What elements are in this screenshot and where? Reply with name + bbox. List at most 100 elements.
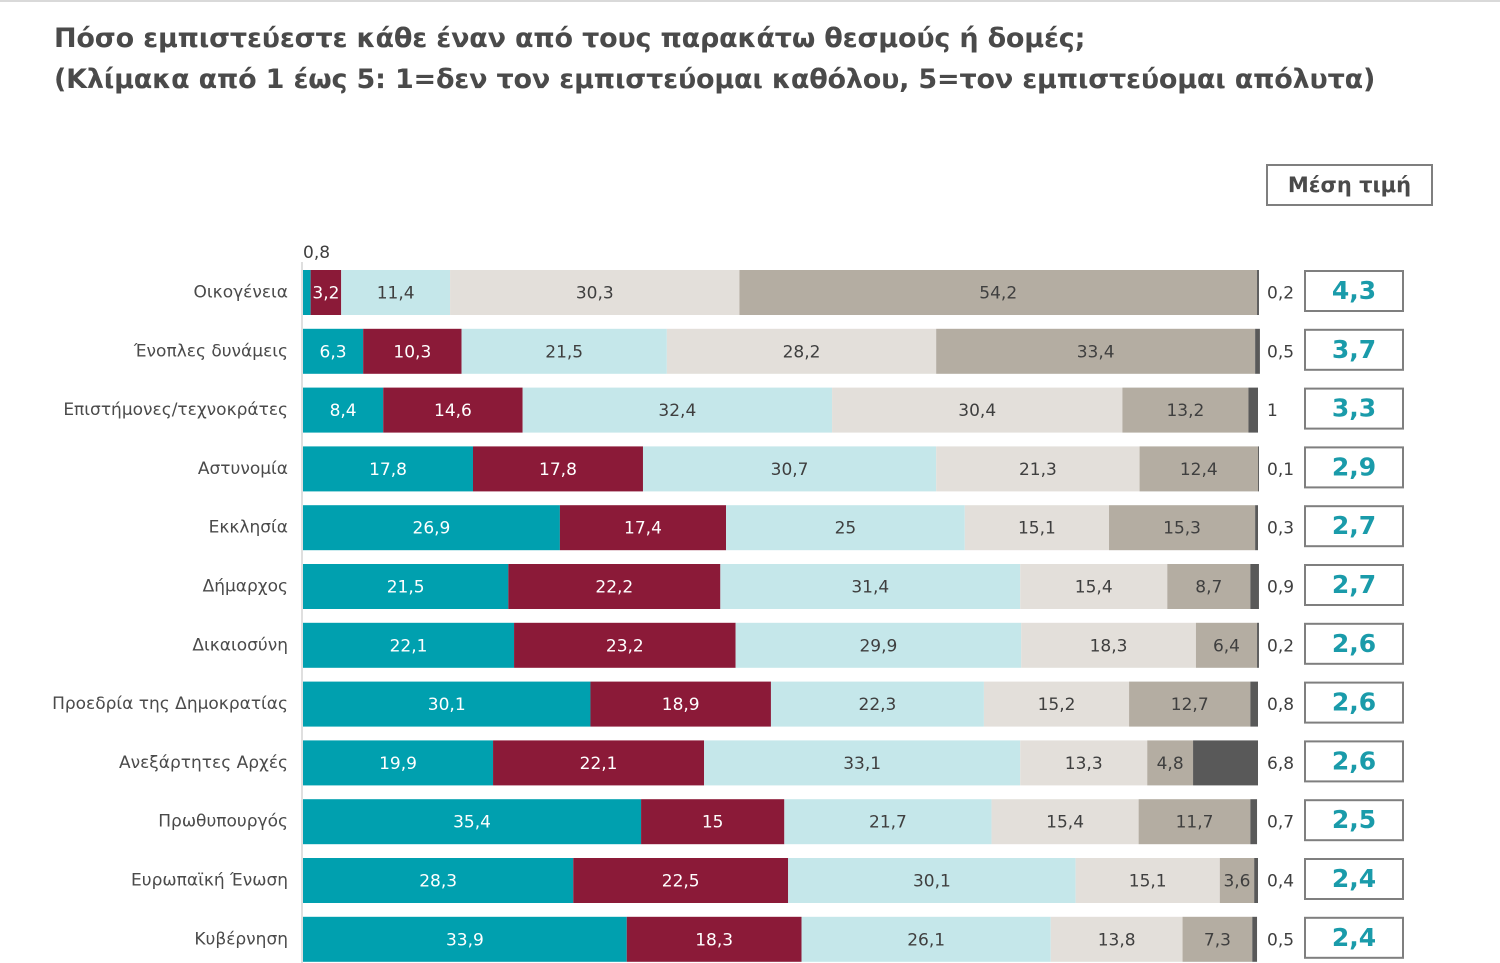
no-answer-label: 1 <box>1267 401 1278 421</box>
bar-segment-6 <box>1250 681 1258 727</box>
bar-segment-5 <box>936 328 1256 374</box>
bar-segment-4 <box>1020 740 1148 786</box>
bar-segment-6 <box>1258 446 1259 492</box>
mean-value: 4,3 <box>1332 276 1376 305</box>
bar-segment-3 <box>341 270 451 315</box>
data-label: 12,4 <box>1180 460 1218 480</box>
bar-segment-3 <box>642 446 937 492</box>
bar-segment-5 <box>1182 916 1253 962</box>
bar-segment-2 <box>514 622 736 668</box>
bar-segment-4 <box>1075 858 1220 903</box>
category-label: Κυβέρνηση <box>194 929 288 949</box>
data-label: 28,3 <box>419 872 457 892</box>
bar-segment-2 <box>508 564 721 609</box>
data-label: 13,3 <box>1065 754 1103 774</box>
bar-segment-3 <box>704 740 1021 786</box>
bar-segment-4 <box>1021 622 1196 668</box>
bar-segment-4 <box>666 328 937 374</box>
data-label: 15,1 <box>1129 872 1167 892</box>
no-answer-label: 6,8 <box>1267 754 1294 774</box>
data-label: 11,7 <box>1176 813 1214 833</box>
chart-title-line-2: (Κλίμακα από 1 έως 5: 1=δεν τον εμπιστεύ… <box>54 64 1376 95</box>
mean-value: 2,6 <box>1332 746 1376 775</box>
no-answer-label: 0,5 <box>1267 342 1294 362</box>
mean-value-box <box>1304 799 1404 842</box>
bar-segment-3 <box>735 622 1022 668</box>
bar-segment-1 <box>303 916 627 962</box>
bar-segment-2 <box>310 270 342 315</box>
data-label: 19,9 <box>379 754 417 774</box>
bar-segment-5 <box>1122 387 1249 433</box>
data-label: 26,1 <box>907 930 945 950</box>
data-label: 18,3 <box>1090 636 1128 656</box>
data-label: 17,8 <box>539 460 577 480</box>
data-label: 15 <box>702 813 724 833</box>
bar-segment-2 <box>363 328 462 374</box>
data-label: 15,4 <box>1075 578 1113 598</box>
data-label: 8,7 <box>1195 578 1222 598</box>
data-label: 8,4 <box>330 401 357 421</box>
data-label: 28,2 <box>783 342 821 362</box>
data-label: 15,4 <box>1046 813 1084 833</box>
mean-value-box <box>1304 328 1404 371</box>
data-label: 11,4 <box>377 284 415 304</box>
data-label: 0,8 <box>303 243 330 263</box>
bar-segment-4 <box>832 387 1123 433</box>
data-label: 13,8 <box>1098 930 1136 950</box>
bar-segment-2 <box>383 387 523 433</box>
data-label: 30,1 <box>913 872 951 892</box>
data-label: 15,3 <box>1163 519 1201 539</box>
bar-segment-5 <box>739 270 1258 315</box>
bar-segment-5 <box>1167 564 1251 609</box>
data-label: 30,7 <box>771 460 809 480</box>
bar-segment-5 <box>1138 799 1251 845</box>
data-label: 3,6 <box>1223 872 1250 892</box>
data-label: 21,5 <box>545 342 583 362</box>
top-divider <box>0 0 1500 2</box>
data-label: 7,3 <box>1204 930 1231 950</box>
bar-segment-3 <box>726 505 965 551</box>
bar-segment-5 <box>1147 740 1194 786</box>
bar-segment-4 <box>450 270 740 315</box>
data-label: 14,6 <box>434 401 472 421</box>
no-answer-label: 0,2 <box>1267 636 1294 656</box>
mean-value-box <box>1304 505 1404 548</box>
bar-segment-2 <box>641 799 785 845</box>
bar-segment-6 <box>1248 387 1258 433</box>
data-label: 30,1 <box>428 695 466 715</box>
bar-segment-4 <box>936 446 1140 492</box>
no-answer-label: 0,2 <box>1267 284 1294 304</box>
bar-segment-6 <box>1257 270 1259 315</box>
data-label: 21,5 <box>387 578 425 598</box>
mean-column-header: Μέση τιμή <box>1266 164 1433 206</box>
bar-segment-5 <box>1195 622 1258 668</box>
bar-segment-3 <box>770 681 984 727</box>
mean-value-box <box>1304 446 1404 489</box>
bar-segment-6 <box>1255 505 1258 551</box>
no-answer-label: 0,4 <box>1267 872 1294 892</box>
data-label: 22,3 <box>859 695 897 715</box>
data-label: 33,1 <box>843 754 881 774</box>
data-label: 22,2 <box>595 578 633 598</box>
data-label: 15,2 <box>1038 695 1076 715</box>
bar-segment-1 <box>303 270 311 315</box>
data-label: 26,9 <box>413 519 451 539</box>
data-label: 4,8 <box>1157 754 1184 774</box>
data-label: 6,3 <box>320 342 347 362</box>
category-label: Ένοπλες δυνάμεις <box>133 341 288 361</box>
data-label: 3,2 <box>312 284 339 304</box>
bar-segment-2 <box>472 446 643 492</box>
bar-segment-6 <box>1193 740 1258 786</box>
data-label: 18,9 <box>662 695 700 715</box>
data-label: 22,5 <box>662 872 700 892</box>
data-label: 13,2 <box>1166 401 1204 421</box>
bar-segment-3 <box>461 328 667 374</box>
bar-segment-2 <box>493 740 705 786</box>
bar-segment-1 <box>303 505 560 551</box>
bar-segment-1 <box>303 387 384 433</box>
bar-segment-6 <box>1255 328 1260 374</box>
mean-value-box <box>1304 681 1404 724</box>
bar-segment-5 <box>1109 505 1256 551</box>
no-answer-label: 0,9 <box>1267 578 1294 598</box>
mean-value: 3,7 <box>1332 335 1376 364</box>
